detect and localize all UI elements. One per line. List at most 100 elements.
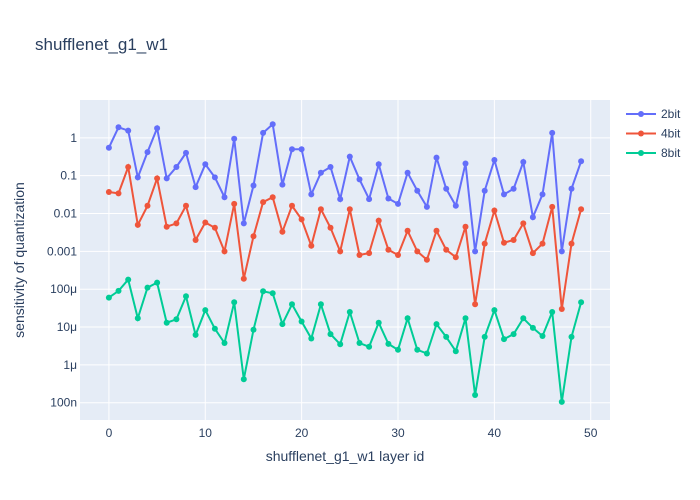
data-point [501, 191, 507, 198]
data-point [549, 309, 556, 315]
data-point [144, 284, 151, 291]
data-point [578, 158, 585, 165]
data-point [433, 154, 440, 161]
data-point [183, 202, 189, 209]
data-point [385, 195, 392, 202]
data-point [173, 220, 180, 227]
legend-label: 2bit [661, 107, 681, 121]
data-point [539, 240, 546, 247]
data-point [366, 250, 373, 257]
y-tick-label: 100μ [50, 282, 77, 296]
legend-item-2bit[interactable]: 2bit [626, 107, 681, 121]
x-axis-ticks: 0 10 20 30 40 50 [106, 426, 598, 440]
data-point [472, 248, 479, 255]
data-point [501, 239, 507, 246]
legend-item-4bit[interactable]: 4bit [626, 127, 681, 141]
data-point [231, 299, 238, 306]
data-point [337, 248, 344, 255]
series-8bit [105, 276, 585, 405]
data-point [539, 333, 546, 339]
plot-area [80, 100, 610, 420]
data-point [366, 343, 373, 350]
data-point [491, 307, 498, 314]
data-point [144, 149, 151, 156]
data-point [211, 325, 218, 332]
data-point [510, 331, 517, 338]
legend-item-8bit[interactable]: 8bit [626, 146, 681, 160]
data-point [481, 240, 488, 247]
data-point [269, 194, 276, 201]
data-point [240, 220, 247, 227]
data-point [452, 348, 459, 355]
data-point [462, 160, 469, 167]
data-point [510, 185, 517, 192]
data-point [472, 392, 479, 398]
data-point [240, 376, 247, 383]
data-point [192, 237, 199, 243]
data-point [134, 315, 141, 322]
data-point [356, 340, 363, 346]
data-point [211, 224, 218, 231]
data-point [578, 206, 585, 213]
x-tick-label: 10 [199, 426, 213, 440]
data-point [163, 223, 170, 230]
data-point [289, 202, 295, 209]
data-point [462, 315, 469, 322]
legend[interactable]: 2bit 4bit 8bit [626, 107, 681, 160]
data-point [192, 331, 199, 338]
data-point [202, 161, 209, 168]
data-point [529, 324, 536, 331]
data-point [423, 256, 430, 263]
data-point [221, 340, 228, 346]
data-point [231, 200, 238, 207]
data-point [317, 206, 324, 213]
data-point [529, 250, 536, 257]
x-tick-label: 20 [295, 426, 309, 440]
data-point [211, 174, 218, 181]
x-tick-label: 0 [106, 426, 113, 440]
data-point [317, 301, 324, 308]
y-tick-label: 0.001 [47, 244, 77, 258]
data-point [163, 175, 170, 182]
legend-swatch-marker [638, 111, 644, 117]
data-point [549, 203, 556, 210]
data-point [105, 189, 112, 195]
data-point [520, 159, 527, 165]
data-point [375, 217, 382, 224]
data-point [558, 398, 565, 405]
data-point [337, 341, 344, 348]
data-point [481, 333, 488, 340]
data-point [279, 181, 286, 188]
data-point [423, 203, 430, 210]
data-point [549, 129, 556, 136]
y-tick-label: 1 [70, 131, 77, 145]
data-point [163, 319, 170, 326]
data-point [404, 315, 411, 322]
data-point [327, 224, 334, 231]
data-point [356, 176, 363, 183]
data-point [385, 246, 392, 253]
data-point [501, 336, 507, 343]
series-2bit [105, 121, 585, 255]
data-point [250, 326, 257, 333]
legend-swatch-marker [638, 150, 644, 156]
data-point [443, 185, 450, 192]
data-point [462, 223, 469, 230]
data-point [308, 242, 315, 249]
data-point [414, 187, 421, 194]
data-point [260, 129, 267, 136]
data-point [260, 288, 267, 295]
data-point [433, 227, 440, 234]
y-tick-label: 1μ [63, 358, 77, 372]
data-point [279, 321, 286, 328]
data-point [289, 301, 295, 308]
x-tick-label: 50 [584, 426, 598, 440]
data-point [568, 240, 575, 247]
data-point [250, 233, 257, 240]
legend-label: 4bit [661, 127, 681, 141]
data-point [317, 169, 324, 176]
data-point [240, 275, 247, 282]
data-point [346, 309, 353, 315]
y-axis-title: sensitivity of quantization [11, 182, 27, 338]
